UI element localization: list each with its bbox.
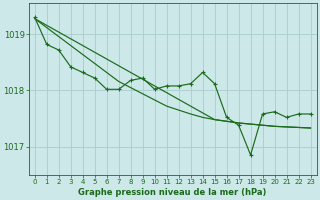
X-axis label: Graphe pression niveau de la mer (hPa): Graphe pression niveau de la mer (hPa) (78, 188, 267, 197)
